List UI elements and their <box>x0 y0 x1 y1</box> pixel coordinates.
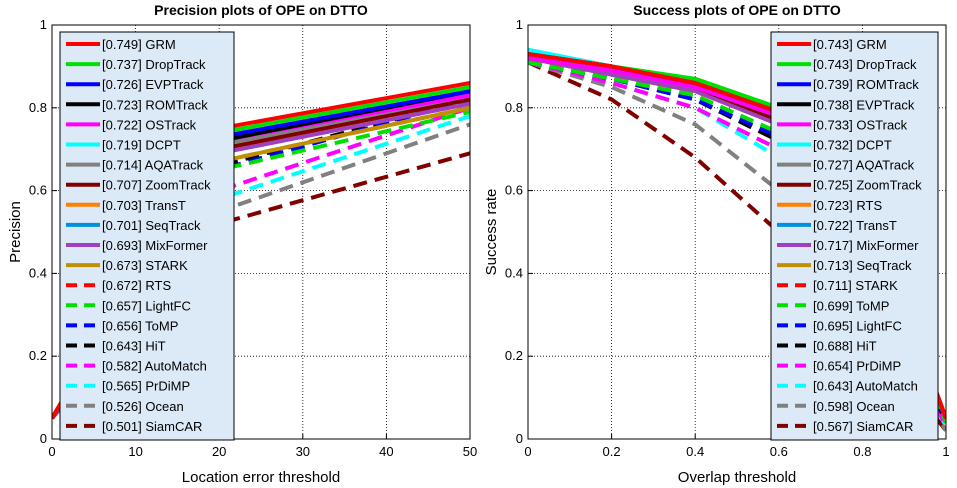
legend-label: [0.733] OSTrack <box>813 117 908 132</box>
x-tick-label: 50 <box>463 444 477 459</box>
legend-label: [0.739] ROMTrack <box>813 77 919 92</box>
legend-label: [0.526] Ocean <box>102 399 184 414</box>
legend-label: [0.673] STARK <box>102 258 188 273</box>
legend-label: [0.749] GRM <box>102 37 176 52</box>
legend-label: [0.722] OSTrack <box>102 117 197 132</box>
ticks: 0 10 20 30 40 50 0 0.2 0.4 0.6 0.8 1 <box>29 17 477 459</box>
legend-box <box>59 31 235 441</box>
axes-box <box>527 24 947 440</box>
success-plot: Success plots of OPE on DTTO Overlap thr… <box>483 2 950 486</box>
y-tick-label: 0.4 <box>29 265 47 280</box>
legend-box <box>770 31 939 441</box>
legend-label: [0.732] DCPT <box>813 138 892 153</box>
legend-label: [0.567] SiamCAR <box>813 419 913 434</box>
y-tick-label: 0.6 <box>29 183 47 198</box>
legend-label: [0.711] STARK <box>813 278 898 293</box>
legend-label: [0.582] AutoMatch <box>102 359 207 374</box>
x-tick-label: 10 <box>128 444 142 459</box>
legend-label: [0.717] MixFormer <box>813 238 919 253</box>
legend-label: [0.699] ToMP <box>813 298 889 313</box>
legend-label: [0.643] HiT <box>102 339 166 354</box>
legend-label: [0.713] SeqTrack <box>813 258 912 273</box>
chart-title: Success plots of OPE on DTTO <box>633 2 841 18</box>
legend-label: [0.737] DropTrack <box>102 57 206 72</box>
legend-label: [0.723] ROMTrack <box>102 97 208 112</box>
legend-label: [0.743] DropTrack <box>813 57 917 72</box>
y-tick-label: 0.2 <box>505 348 523 363</box>
legend-label: [0.726] EVPTrack <box>102 77 204 92</box>
legend-label: [0.672] RTS <box>102 278 171 293</box>
legend-label: [0.714] AQATrack <box>102 158 204 173</box>
legend-label: [0.501] SiamCAR <box>102 419 202 434</box>
ticks: 0 0.2 0.4 0.6 0.8 1 0 0.2 0.4 0.6 0.8 1 <box>505 17 950 459</box>
legend-label: [0.656] ToMP <box>102 318 178 333</box>
legend-label: [0.725] ZoomTrack <box>813 178 922 193</box>
y-tick-label: 0.2 <box>29 348 47 363</box>
x-axis-label: Overlap threshold <box>678 469 796 486</box>
legend-label: [0.565] PrDiMP <box>102 379 190 394</box>
y-tick-label: 1 <box>516 17 523 32</box>
y-tick-label: 0.8 <box>29 100 47 115</box>
x-tick-label: 30 <box>296 444 310 459</box>
legend-label: [0.703] TransT <box>102 198 186 213</box>
legend: [0.743] GRM [0.743] DropTrack [0.739] ROMT… <box>770 31 939 441</box>
y-axis-label: Precision <box>7 201 24 263</box>
legend-label: [0.701] SeqTrack <box>102 218 201 233</box>
legend-label: [0.723] RTS <box>813 198 882 213</box>
legend-label: [0.707] ZoomTrack <box>102 178 211 193</box>
y-tick-label: 0 <box>516 431 523 446</box>
x-tick-label: 0 <box>524 444 531 459</box>
x-tick-label: 1 <box>942 444 949 459</box>
y-tick-label: 0.8 <box>505 100 523 115</box>
legend-label: [0.598] Ocean <box>813 399 895 414</box>
y-tick-label: 1 <box>40 17 47 32</box>
legend-label: [0.743] GRM <box>813 37 887 52</box>
y-axis-label: Success rate <box>483 189 500 276</box>
legend-label: [0.722] TransT <box>813 218 897 233</box>
legend-label: [0.688] HiT <box>813 339 877 354</box>
x-tick-label: 40 <box>379 444 393 459</box>
x-tick-label: 0.2 <box>603 444 621 459</box>
legend-label: [0.654] PrDiMP <box>813 359 901 374</box>
y-tick-label: 0.6 <box>505 183 523 198</box>
legend-label: [0.693] MixFormer <box>102 238 208 253</box>
legend-label: [0.695] LightFC <box>813 318 902 333</box>
legend-label: [0.657] LightFC <box>102 298 191 313</box>
legend: [0.749] GRM [0.737] DropTrack [0.726] EVPT… <box>59 31 235 441</box>
precision-plot: Precision plots of OPE on DTTO Location … <box>7 2 477 486</box>
x-tick-label: 0.8 <box>853 444 871 459</box>
x-tick-label: 0 <box>48 444 55 459</box>
legend-label: [0.643] AutoMatch <box>813 379 918 394</box>
x-tick-label: 20 <box>212 444 226 459</box>
series-line-siamcar <box>52 151 470 420</box>
x-tick-label: 0.6 <box>770 444 788 459</box>
x-axis-label: Location error threshold <box>182 469 340 486</box>
axes-box <box>51 24 471 440</box>
legend-label: [0.727] AQATrack <box>813 158 915 173</box>
x-tick-label: 0.4 <box>686 444 704 459</box>
y-tick-label: 0.4 <box>505 265 523 280</box>
legend-label: [0.738] EVPTrack <box>813 97 915 112</box>
chart-title: Precision plots of OPE on DTTO <box>154 2 368 18</box>
y-tick-label: 0 <box>40 431 47 446</box>
legend-label: [0.719] DCPT <box>102 138 181 153</box>
